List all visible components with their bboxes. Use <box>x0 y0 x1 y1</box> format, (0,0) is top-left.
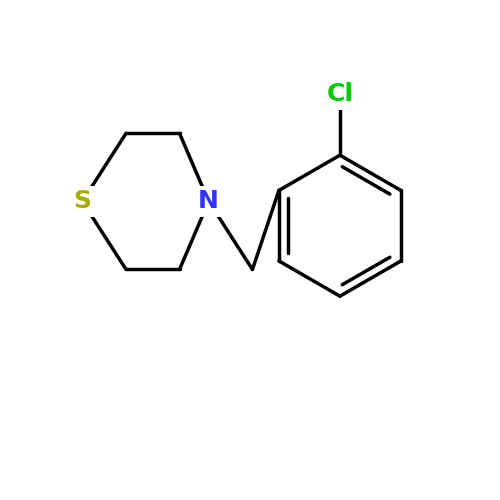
Text: N: N <box>198 190 219 214</box>
Text: S: S <box>74 190 92 214</box>
Text: Cl: Cl <box>326 82 353 106</box>
